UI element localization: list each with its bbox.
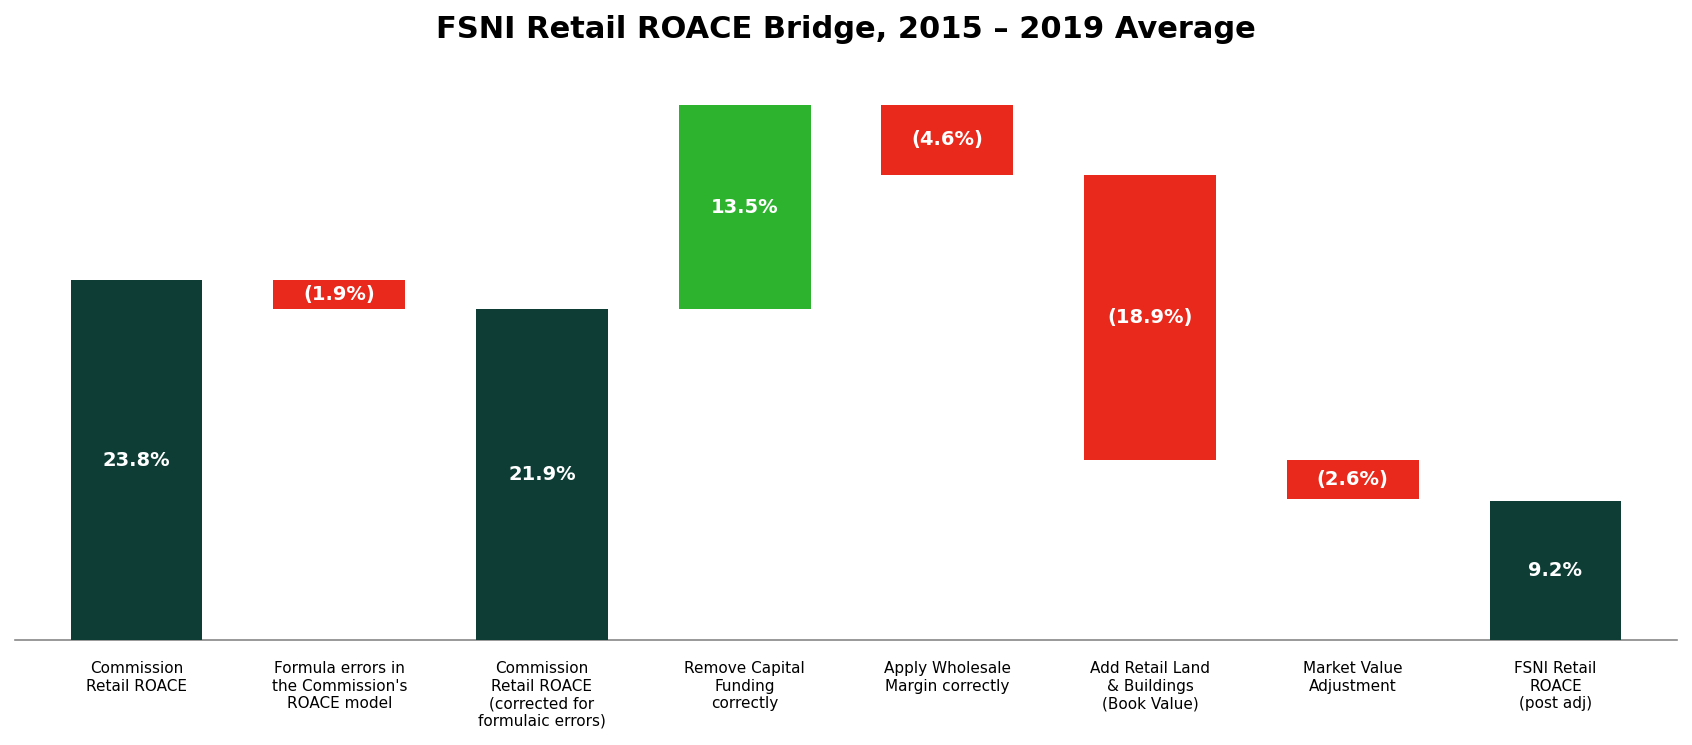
Bar <box>274 280 404 309</box>
Text: 9.2%: 9.2% <box>1528 561 1582 580</box>
Text: 13.5%: 13.5% <box>711 197 778 217</box>
Title: FSNI Retail ROACE Bridge, 2015 – 2019 Average: FSNI Retail ROACE Bridge, 2015 – 2019 Av… <box>437 15 1255 44</box>
Text: 23.8%: 23.8% <box>103 451 171 469</box>
Bar <box>71 280 203 640</box>
Text: (18.9%): (18.9%) <box>1107 308 1193 327</box>
Text: (4.6%): (4.6%) <box>912 130 983 149</box>
Bar <box>1489 501 1621 640</box>
Text: (2.6%): (2.6%) <box>1316 470 1389 489</box>
Bar <box>678 105 810 309</box>
Bar <box>1288 460 1418 499</box>
Text: (1.9%): (1.9%) <box>303 285 376 304</box>
Bar <box>1085 174 1217 460</box>
Text: 21.9%: 21.9% <box>508 465 575 484</box>
Bar <box>475 309 607 640</box>
Bar <box>882 105 1014 174</box>
